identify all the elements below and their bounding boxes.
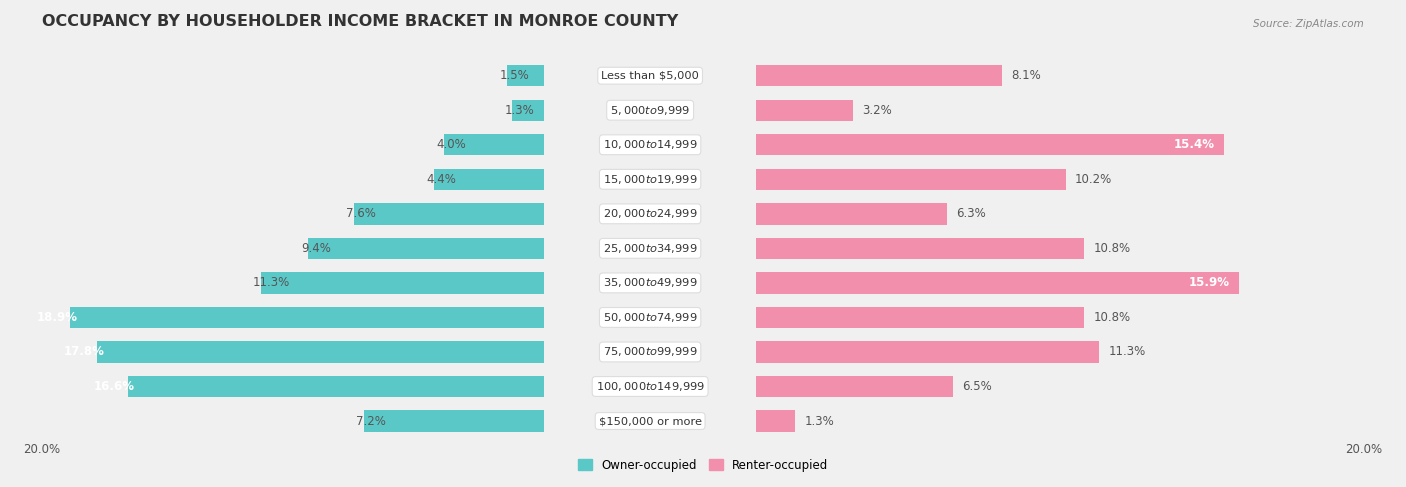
- Text: 1.3%: 1.3%: [505, 104, 534, 117]
- Bar: [444, 134, 544, 155]
- Bar: [0, 231, 544, 265]
- Text: 15.9%: 15.9%: [1189, 277, 1230, 289]
- Bar: [260, 272, 544, 294]
- Bar: [0, 265, 544, 300]
- Bar: [544, 300, 1406, 335]
- Text: Less than $5,000: Less than $5,000: [602, 71, 699, 81]
- Bar: [544, 369, 1406, 404]
- Bar: [756, 238, 1084, 259]
- Text: 6.5%: 6.5%: [963, 380, 993, 393]
- Bar: [353, 203, 544, 225]
- Text: 6.3%: 6.3%: [956, 207, 986, 220]
- Bar: [0, 404, 544, 438]
- Text: 8.1%: 8.1%: [1011, 69, 1040, 82]
- Text: 15.4%: 15.4%: [1174, 138, 1215, 151]
- Text: 3.2%: 3.2%: [862, 104, 891, 117]
- Bar: [756, 272, 1239, 294]
- Bar: [512, 99, 544, 121]
- Text: 10.8%: 10.8%: [1094, 311, 1130, 324]
- Bar: [756, 341, 1099, 363]
- Bar: [0, 162, 544, 197]
- Text: 4.4%: 4.4%: [426, 173, 457, 186]
- Bar: [0, 369, 544, 404]
- Bar: [0, 197, 544, 231]
- Bar: [756, 65, 1002, 86]
- Bar: [0, 58, 756, 93]
- Bar: [0, 128, 756, 162]
- Text: 7.2%: 7.2%: [356, 414, 385, 428]
- Text: $15,000 to $19,999: $15,000 to $19,999: [603, 173, 697, 186]
- Text: $25,000 to $34,999: $25,000 to $34,999: [603, 242, 697, 255]
- Bar: [756, 134, 1225, 155]
- Bar: [756, 307, 1084, 328]
- Bar: [756, 411, 796, 432]
- Bar: [0, 335, 544, 369]
- Bar: [70, 307, 544, 328]
- Bar: [544, 128, 1406, 162]
- Text: $35,000 to $49,999: $35,000 to $49,999: [603, 277, 697, 289]
- Text: 18.9%: 18.9%: [37, 311, 77, 324]
- Bar: [544, 335, 1406, 369]
- Text: $75,000 to $99,999: $75,000 to $99,999: [603, 345, 697, 358]
- Bar: [544, 197, 1406, 231]
- Text: 10.8%: 10.8%: [1094, 242, 1130, 255]
- Bar: [364, 411, 544, 432]
- Text: 1.3%: 1.3%: [804, 414, 834, 428]
- Bar: [0, 128, 544, 162]
- Text: $5,000 to $9,999: $5,000 to $9,999: [610, 104, 690, 117]
- Bar: [0, 300, 756, 335]
- Text: $20,000 to $24,999: $20,000 to $24,999: [603, 207, 697, 220]
- Bar: [506, 65, 544, 86]
- Text: 16.6%: 16.6%: [94, 380, 135, 393]
- Bar: [128, 376, 544, 397]
- Bar: [544, 162, 1406, 197]
- Bar: [756, 99, 853, 121]
- Bar: [544, 265, 1406, 300]
- Bar: [0, 162, 756, 197]
- Text: 9.4%: 9.4%: [301, 242, 330, 255]
- Text: Source: ZipAtlas.com: Source: ZipAtlas.com: [1253, 19, 1364, 30]
- Bar: [97, 341, 544, 363]
- Text: 10.2%: 10.2%: [1076, 173, 1112, 186]
- Bar: [544, 404, 1406, 438]
- Legend: Owner-occupied, Renter-occupied: Owner-occupied, Renter-occupied: [572, 454, 834, 476]
- Bar: [0, 93, 544, 128]
- Text: $100,000 to $149,999: $100,000 to $149,999: [596, 380, 704, 393]
- Text: 7.6%: 7.6%: [346, 207, 375, 220]
- Bar: [544, 231, 1406, 265]
- Text: $10,000 to $14,999: $10,000 to $14,999: [603, 138, 697, 151]
- Text: 4.0%: 4.0%: [436, 138, 467, 151]
- Bar: [0, 265, 756, 300]
- Bar: [544, 58, 1406, 93]
- Bar: [0, 197, 756, 231]
- Text: 11.3%: 11.3%: [253, 277, 291, 289]
- Text: $50,000 to $74,999: $50,000 to $74,999: [603, 311, 697, 324]
- Bar: [308, 238, 544, 259]
- Bar: [0, 369, 756, 404]
- Bar: [756, 169, 1066, 190]
- Bar: [544, 93, 1406, 128]
- Bar: [756, 203, 948, 225]
- Bar: [0, 58, 544, 93]
- Text: 1.5%: 1.5%: [499, 69, 529, 82]
- Text: $150,000 or more: $150,000 or more: [599, 416, 702, 426]
- Text: 17.8%: 17.8%: [65, 345, 105, 358]
- Text: OCCUPANCY BY HOUSEHOLDER INCOME BRACKET IN MONROE COUNTY: OCCUPANCY BY HOUSEHOLDER INCOME BRACKET …: [42, 14, 679, 29]
- Bar: [0, 404, 756, 438]
- Bar: [434, 169, 544, 190]
- Text: 11.3%: 11.3%: [1108, 345, 1146, 358]
- Bar: [0, 300, 544, 335]
- Bar: [756, 376, 953, 397]
- Bar: [0, 93, 756, 128]
- Bar: [0, 335, 756, 369]
- Bar: [0, 231, 756, 265]
